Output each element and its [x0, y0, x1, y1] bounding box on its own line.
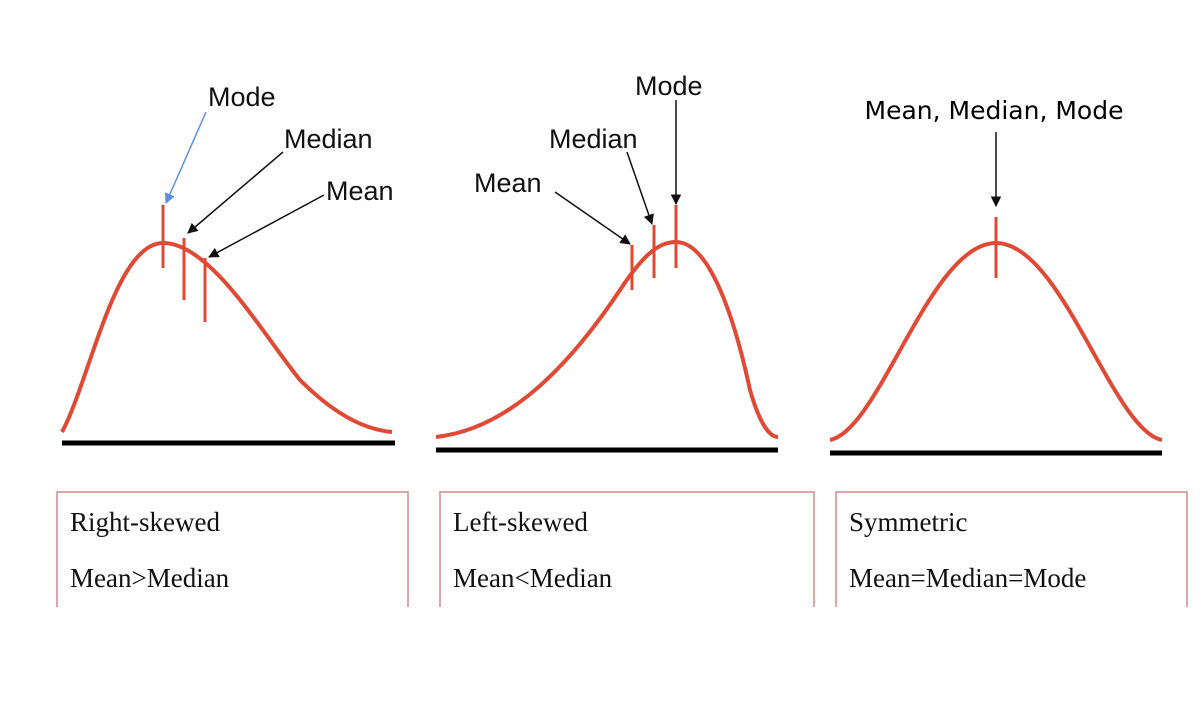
panel-left-skewed: Mean Median Mode Left-skewed Mean<Median	[435, 71, 815, 607]
label: Mode	[635, 71, 703, 101]
curve	[435, 239, 779, 439]
caption: Mean<Median	[453, 563, 613, 593]
label: Median	[549, 124, 638, 154]
label: Mean	[474, 168, 542, 198]
label: Median	[284, 124, 373, 154]
caption: Left-skewed	[453, 507, 588, 537]
label: Mean	[326, 176, 394, 206]
caption-box	[56, 491, 409, 607]
panel-symmetric: Mean, Median, Mode Symmetric Mean=Median…	[829, 96, 1188, 607]
caption: Mean>Median	[70, 563, 230, 593]
arrow	[187, 151, 284, 234]
arrow	[208, 194, 325, 258]
caption: Symmetric	[849, 507, 967, 537]
label: Mean, Median, Mode	[865, 96, 1124, 125]
panel-right-skewed: Mode Median Mean Right-skewed Mean>Media…	[56, 82, 409, 607]
caption: Mean=Median=Mode	[849, 563, 1086, 593]
arrow	[554, 191, 631, 245]
label: Mode	[208, 82, 276, 112]
arrow	[164, 111, 207, 204]
curve	[60, 240, 393, 434]
caption-box	[835, 491, 1188, 607]
caption: Right-skewed	[70, 507, 220, 537]
arrow	[626, 151, 654, 225]
caption-box	[439, 491, 815, 607]
